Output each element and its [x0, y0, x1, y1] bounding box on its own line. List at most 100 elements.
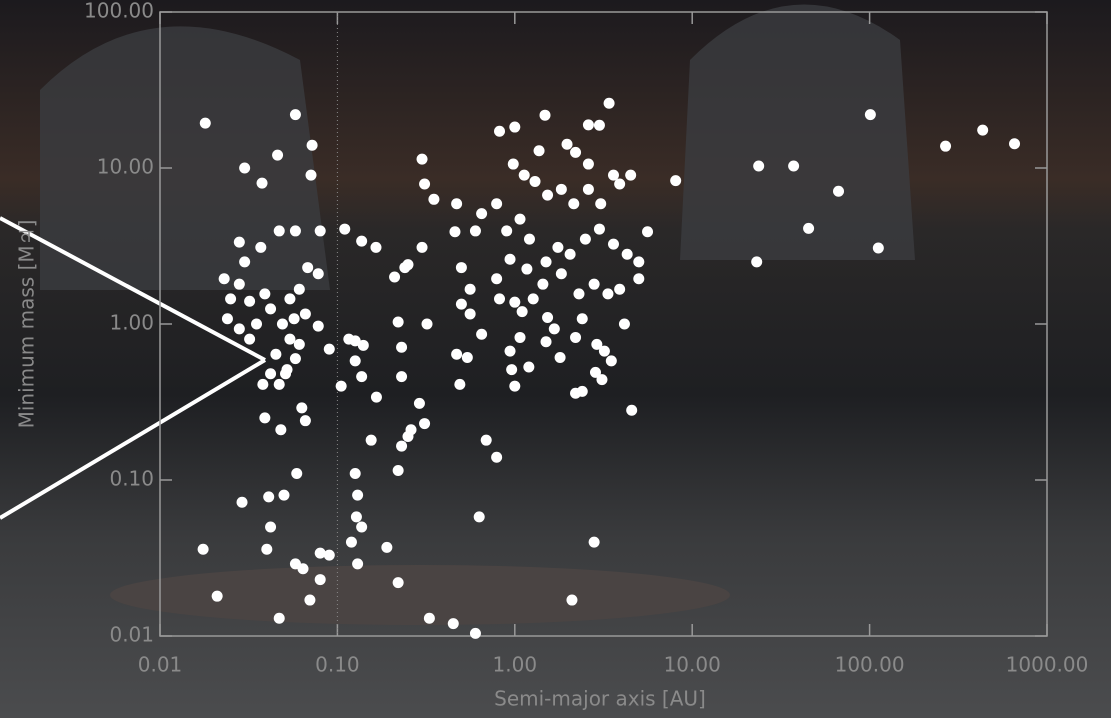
point [872, 242, 884, 254]
x-tick-label: 1.00 [493, 653, 538, 677]
point [598, 345, 610, 357]
point [491, 451, 503, 463]
point [306, 139, 318, 151]
point [265, 368, 277, 380]
point [396, 440, 408, 452]
point [251, 318, 263, 330]
point [356, 235, 368, 247]
point [621, 248, 633, 260]
point [940, 140, 952, 152]
point [349, 335, 361, 347]
point [509, 380, 521, 392]
x-tick-label: 100.00 [835, 653, 905, 677]
point [233, 278, 245, 290]
point [263, 491, 275, 503]
point [297, 563, 309, 575]
point [421, 318, 433, 330]
point [239, 162, 251, 174]
point [339, 223, 351, 235]
point [451, 348, 463, 360]
point [392, 465, 404, 477]
point [370, 391, 382, 403]
point [588, 278, 600, 290]
point [618, 318, 630, 330]
point [289, 109, 301, 121]
point [257, 378, 269, 390]
point [494, 293, 506, 305]
point [473, 511, 485, 523]
point [314, 547, 326, 559]
point [291, 468, 303, 480]
point [280, 368, 292, 380]
x-tick-label: 10.00 [664, 653, 721, 677]
point [642, 226, 654, 238]
y-tick-label: 10.00 [97, 155, 154, 179]
point [568, 198, 580, 210]
point [602, 288, 614, 300]
point [523, 233, 535, 245]
point [413, 397, 425, 409]
y-tick-label: 0.01 [109, 623, 154, 647]
point [595, 198, 607, 210]
point [416, 153, 428, 165]
point [296, 402, 308, 414]
point [275, 424, 287, 436]
point [299, 415, 311, 427]
point [753, 160, 765, 172]
point [428, 193, 440, 205]
point [419, 418, 431, 430]
point [356, 371, 368, 383]
point [491, 198, 503, 210]
point [225, 293, 237, 305]
point [314, 225, 326, 237]
point [265, 303, 277, 315]
point [588, 536, 600, 548]
point [233, 236, 245, 248]
point [803, 222, 815, 234]
point [270, 348, 282, 360]
point [323, 549, 335, 561]
point [625, 169, 637, 181]
point [533, 145, 545, 157]
point [605, 355, 617, 367]
point [312, 268, 324, 280]
point [392, 316, 404, 328]
point [506, 364, 518, 376]
point [469, 627, 481, 639]
pointer-line [0, 216, 266, 362]
point [454, 378, 466, 390]
point [416, 241, 428, 253]
point [447, 618, 459, 630]
point [576, 385, 588, 397]
point [461, 351, 473, 363]
telescope-dome [40, 26, 330, 290]
point [480, 434, 492, 446]
point [582, 119, 594, 131]
point [289, 353, 301, 365]
point [272, 149, 284, 161]
point [405, 424, 417, 436]
point [670, 175, 682, 187]
point [455, 262, 467, 274]
point [256, 177, 268, 189]
point [261, 543, 273, 555]
point [199, 117, 211, 129]
point [265, 521, 277, 533]
point [273, 612, 285, 624]
point [273, 378, 285, 390]
point [476, 208, 488, 220]
point [451, 198, 463, 210]
point [350, 511, 362, 523]
point [419, 178, 431, 190]
point [582, 158, 594, 170]
point [464, 308, 476, 320]
point [211, 590, 223, 602]
point [548, 323, 560, 335]
x-tick-label: 0.01 [138, 653, 183, 677]
y-tick-label: 100.00 [84, 0, 154, 23]
point [352, 558, 364, 570]
point [582, 183, 594, 195]
point [221, 313, 233, 325]
point [540, 336, 552, 348]
